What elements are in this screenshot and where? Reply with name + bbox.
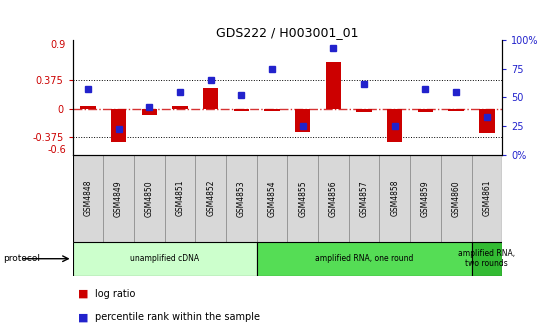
Bar xyxy=(264,109,280,111)
Bar xyxy=(73,155,103,242)
Bar xyxy=(172,106,187,109)
Bar xyxy=(203,88,218,109)
Bar xyxy=(379,155,410,242)
Bar xyxy=(257,155,287,242)
Text: GSM4859: GSM4859 xyxy=(421,180,430,217)
Bar xyxy=(142,109,157,115)
Text: GSM4851: GSM4851 xyxy=(175,180,185,216)
Bar xyxy=(410,155,441,242)
Bar xyxy=(418,109,433,112)
Text: GSM4860: GSM4860 xyxy=(451,180,461,217)
Text: amplified RNA,
two rounds: amplified RNA, two rounds xyxy=(458,249,516,268)
Bar xyxy=(234,109,249,111)
Text: GSM4861: GSM4861 xyxy=(482,180,492,216)
Bar xyxy=(226,155,257,242)
Text: log ratio: log ratio xyxy=(95,289,135,299)
Bar xyxy=(349,155,379,242)
Bar xyxy=(326,61,341,109)
Text: GSM4853: GSM4853 xyxy=(237,180,246,217)
Bar xyxy=(287,155,318,242)
Bar xyxy=(318,155,349,242)
Text: GSM4858: GSM4858 xyxy=(390,180,400,216)
Bar xyxy=(257,242,472,276)
Text: GSM4850: GSM4850 xyxy=(145,180,154,217)
Bar xyxy=(472,155,502,242)
Bar xyxy=(111,109,126,142)
Bar xyxy=(134,155,165,242)
Text: GSM4856: GSM4856 xyxy=(329,180,338,217)
Text: GSM4849: GSM4849 xyxy=(114,180,123,217)
Text: GSM4855: GSM4855 xyxy=(298,180,307,217)
Text: GSM4854: GSM4854 xyxy=(267,180,277,217)
Bar xyxy=(441,155,472,242)
Text: -0.6: -0.6 xyxy=(47,144,66,155)
Bar xyxy=(80,106,95,109)
Title: GDS222 / H003001_01: GDS222 / H003001_01 xyxy=(216,26,359,39)
Text: GSM4848: GSM4848 xyxy=(83,180,93,216)
Text: ■: ■ xyxy=(78,289,89,299)
Bar xyxy=(472,242,502,276)
Bar xyxy=(357,109,372,112)
Text: GSM4857: GSM4857 xyxy=(359,180,369,217)
Text: GSM4852: GSM4852 xyxy=(206,180,215,216)
Bar xyxy=(195,155,226,242)
Text: ■: ■ xyxy=(78,312,89,323)
Text: 0.9: 0.9 xyxy=(51,40,66,50)
Text: percentile rank within the sample: percentile rank within the sample xyxy=(95,312,260,323)
Text: amplified RNA, one round: amplified RNA, one round xyxy=(315,254,413,263)
Text: protocol: protocol xyxy=(3,254,40,263)
Bar xyxy=(73,242,257,276)
Text: unamplified cDNA: unamplified cDNA xyxy=(130,254,199,263)
Bar xyxy=(387,109,402,142)
Bar xyxy=(449,109,464,111)
Bar xyxy=(479,109,494,133)
Bar xyxy=(103,155,134,242)
Bar xyxy=(295,109,310,132)
Bar xyxy=(165,155,195,242)
